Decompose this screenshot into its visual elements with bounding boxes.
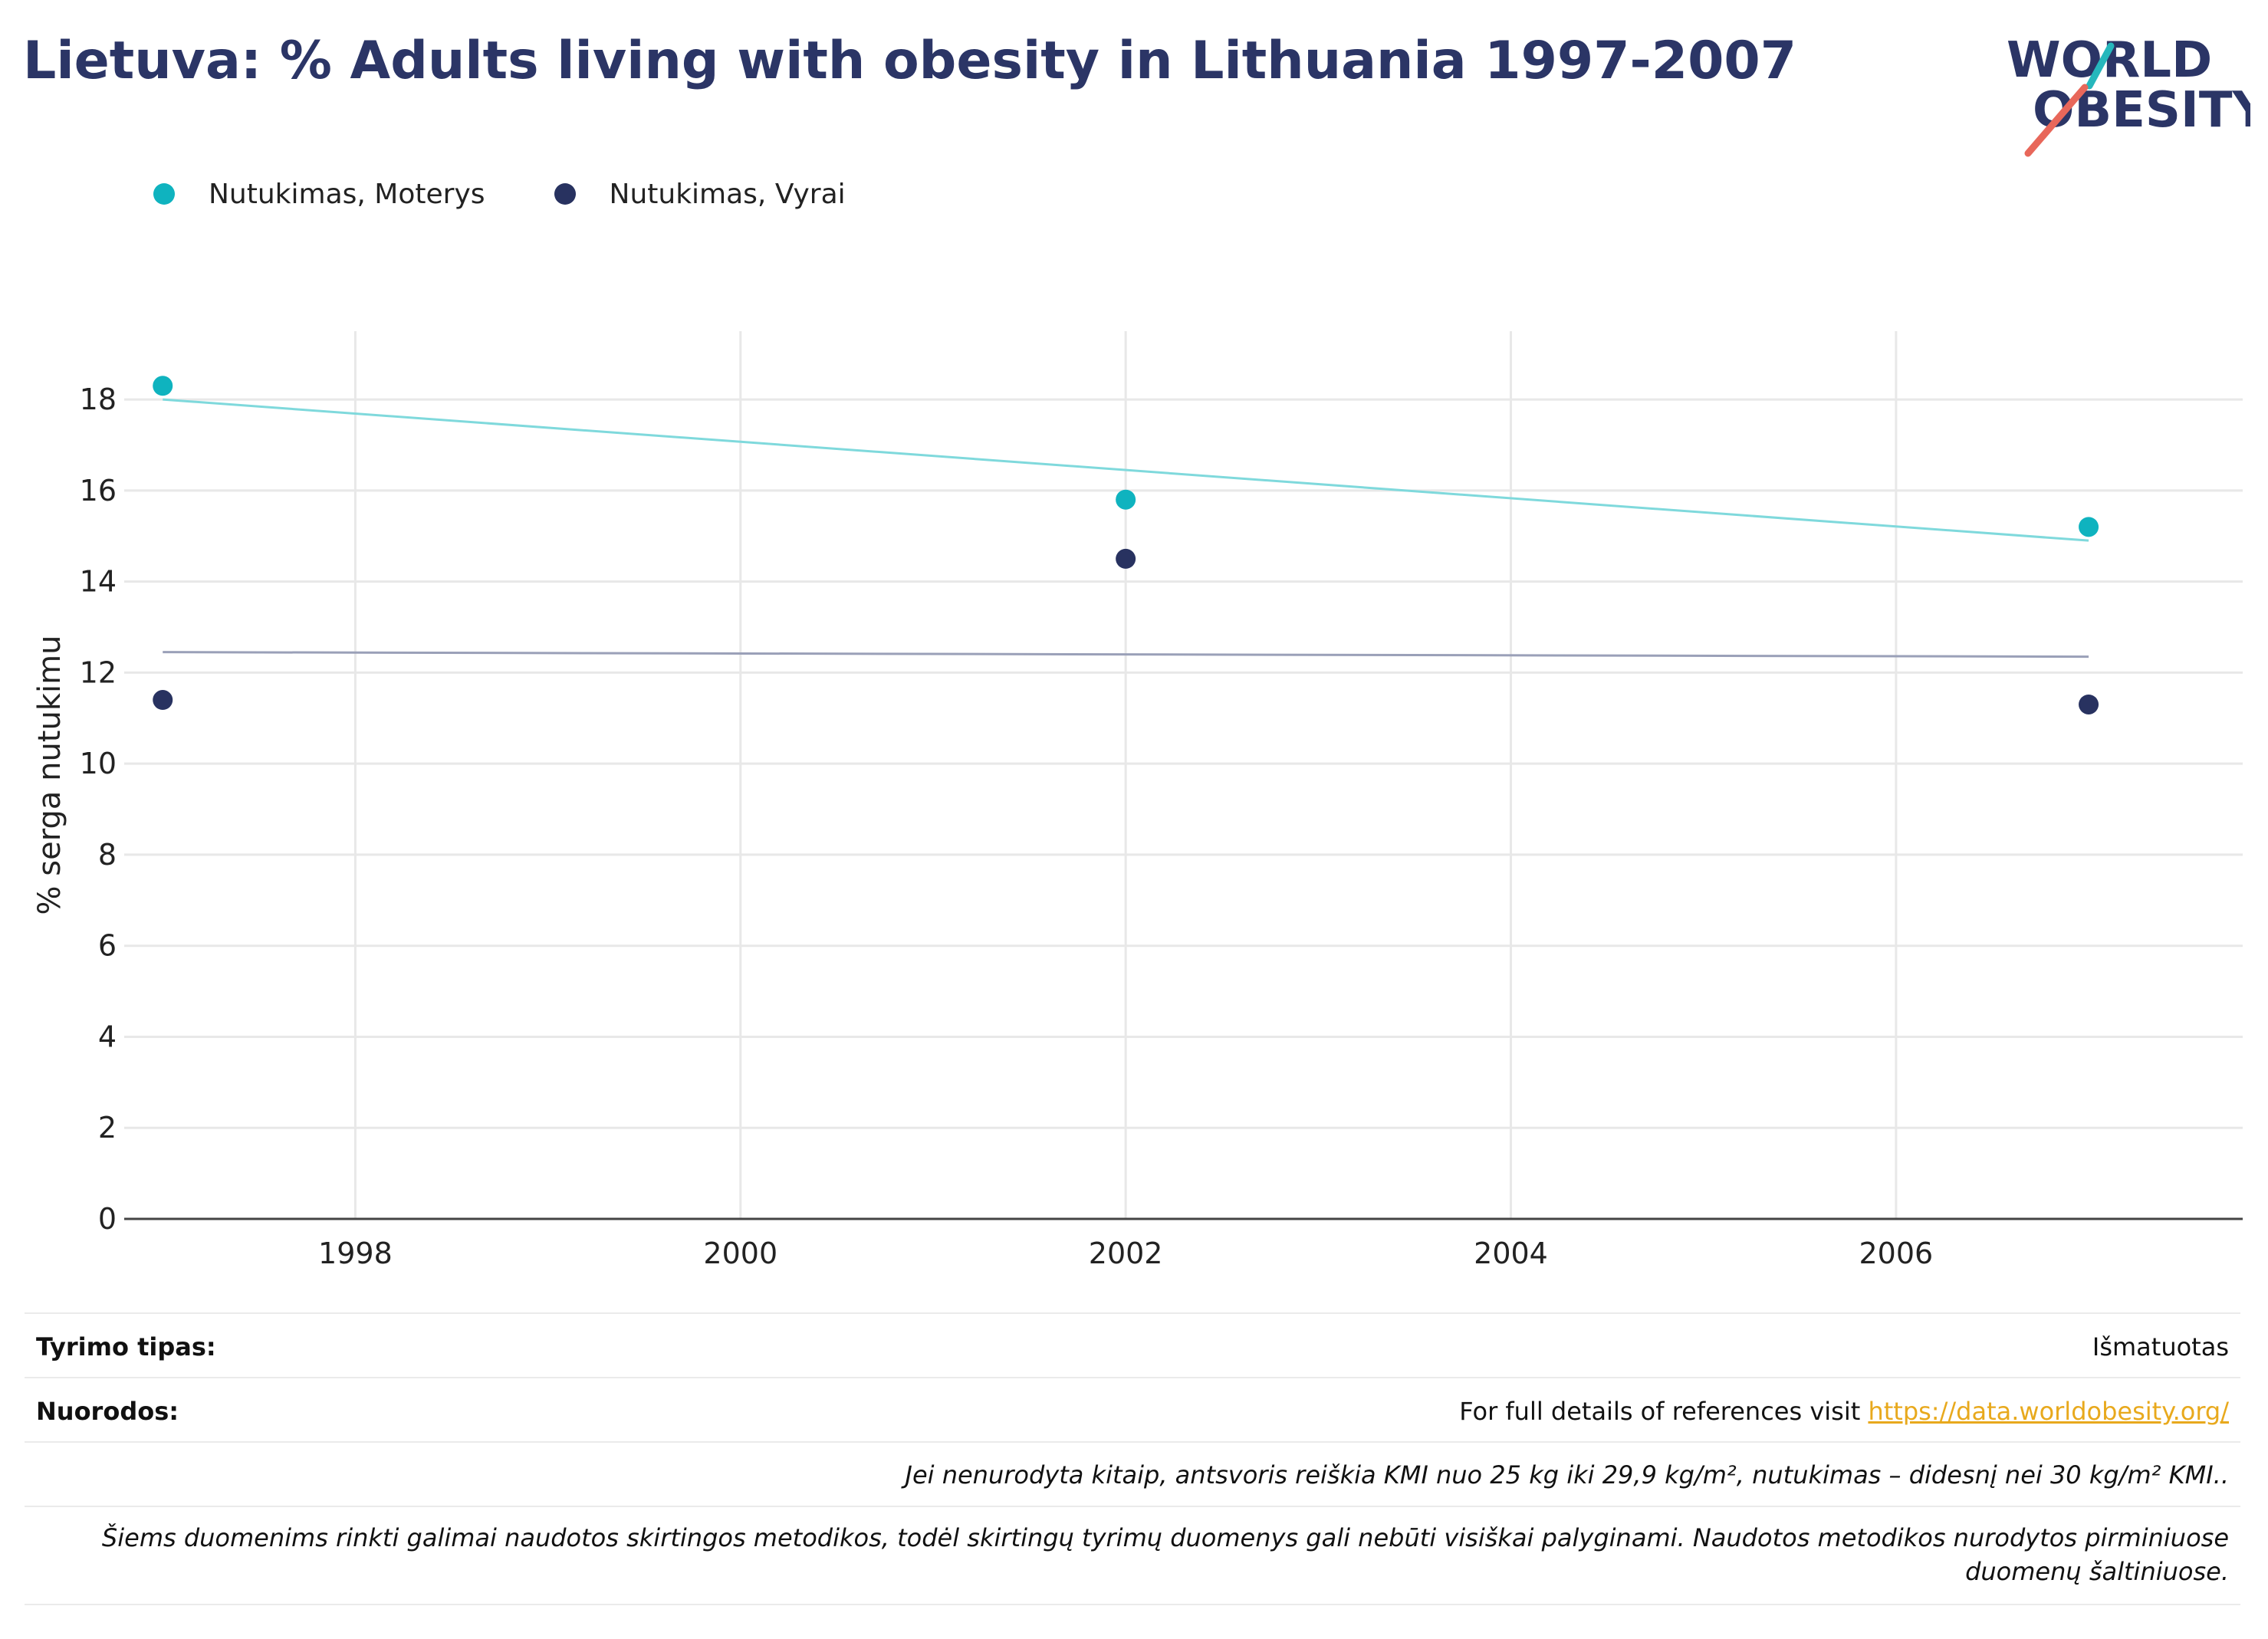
y-tick-label-8: 8 [98,838,117,872]
note-methodology: Šiems duomenims rinkti galimai naudotos … [101,1523,2229,1586]
chart-title: Lietuva: % Adults living with obesity in… [23,31,1797,91]
y-tick-label-6: 6 [98,929,117,963]
world-obesity-logo: WORLD OBESITY [2007,32,2250,157]
footer-study-type-row: Tyrimo tipas: Išmatuotas [25,1312,2240,1377]
x-tick-label-2004: 2004 [1474,1237,1548,1270]
svg-text:WORLD: WORLD [2007,32,2212,89]
legend-label-men: Nutukimas, Vyrai [609,178,846,210]
legend-label-women: Nutukimas, Moterys [209,178,485,210]
data-point-men-2007 [2079,694,2099,714]
y-tick-label-2: 2 [98,1111,117,1145]
legend-marker-men [554,183,576,205]
trend-line-women [163,398,2089,542]
footer-divider [25,1604,2240,1605]
trend-line-men [163,651,2089,659]
data-point-women-2007 [2079,517,2099,537]
data-point-men-1997 [153,690,173,711]
y-tick-label-4: 4 [98,1020,117,1053]
y-tick-label-14: 14 [80,565,117,599]
chart-legend: Nutukimas, Moterys Nutukimas, Vyrai [153,175,915,213]
footer-note-1-row: Jei nenurodyta kitaip, antsvoris reiškia… [25,1441,2240,1506]
data-point-men-2002 [1116,548,1136,569]
x-tick-label-2006: 2006 [1859,1237,1934,1270]
x-tick-label-2000: 2000 [703,1237,777,1270]
x-tick-label-1998: 1998 [318,1237,393,1270]
references-value: For full details of references visit htt… [1459,1397,2229,1426]
legend-marker-women [153,183,175,205]
data-point-women-2002 [1116,489,1136,510]
y-tick-label-10: 10 [80,747,117,780]
study-type-label: Tyrimo tipas: [36,1332,216,1361]
note-bmi-definition: Jei nenurodyta kitaip, antsvoris reiškia… [905,1460,2230,1490]
references-label: Nuorodos: [36,1397,179,1426]
chart-plot: 1998 2000 2002 2004 2006 0 2 4 6 8 10 12 14 16 18 % ser… [32,331,2243,1270]
references-link[interactable]: https://data.worldobesity.org/ [1868,1397,2229,1426]
x-tick-label-2002: 2002 [1089,1237,1163,1270]
legend-item-men[interactable]: Nutukimas, Vyrai [554,179,846,210]
footer-note-2-row: Šiems duomenims rinkti galimai naudotos … [25,1506,2240,1604]
y-tick-label-18: 18 [80,383,117,416]
study-type-value: Išmatuotas [2092,1332,2229,1361]
y-tick-label-0: 0 [98,1202,117,1236]
y-axis-title: % serga nutukimu [32,636,67,915]
footer-references-row: Nuorodos: For full details of references… [25,1377,2240,1441]
legend-item-women[interactable]: Nutukimas, Moterys [153,179,485,210]
references-text: For full details of references visit [1459,1397,1869,1426]
y-tick-label-12: 12 [80,655,117,689]
y-tick-label-16: 16 [80,474,117,507]
data-point-women-1997 [153,376,173,396]
